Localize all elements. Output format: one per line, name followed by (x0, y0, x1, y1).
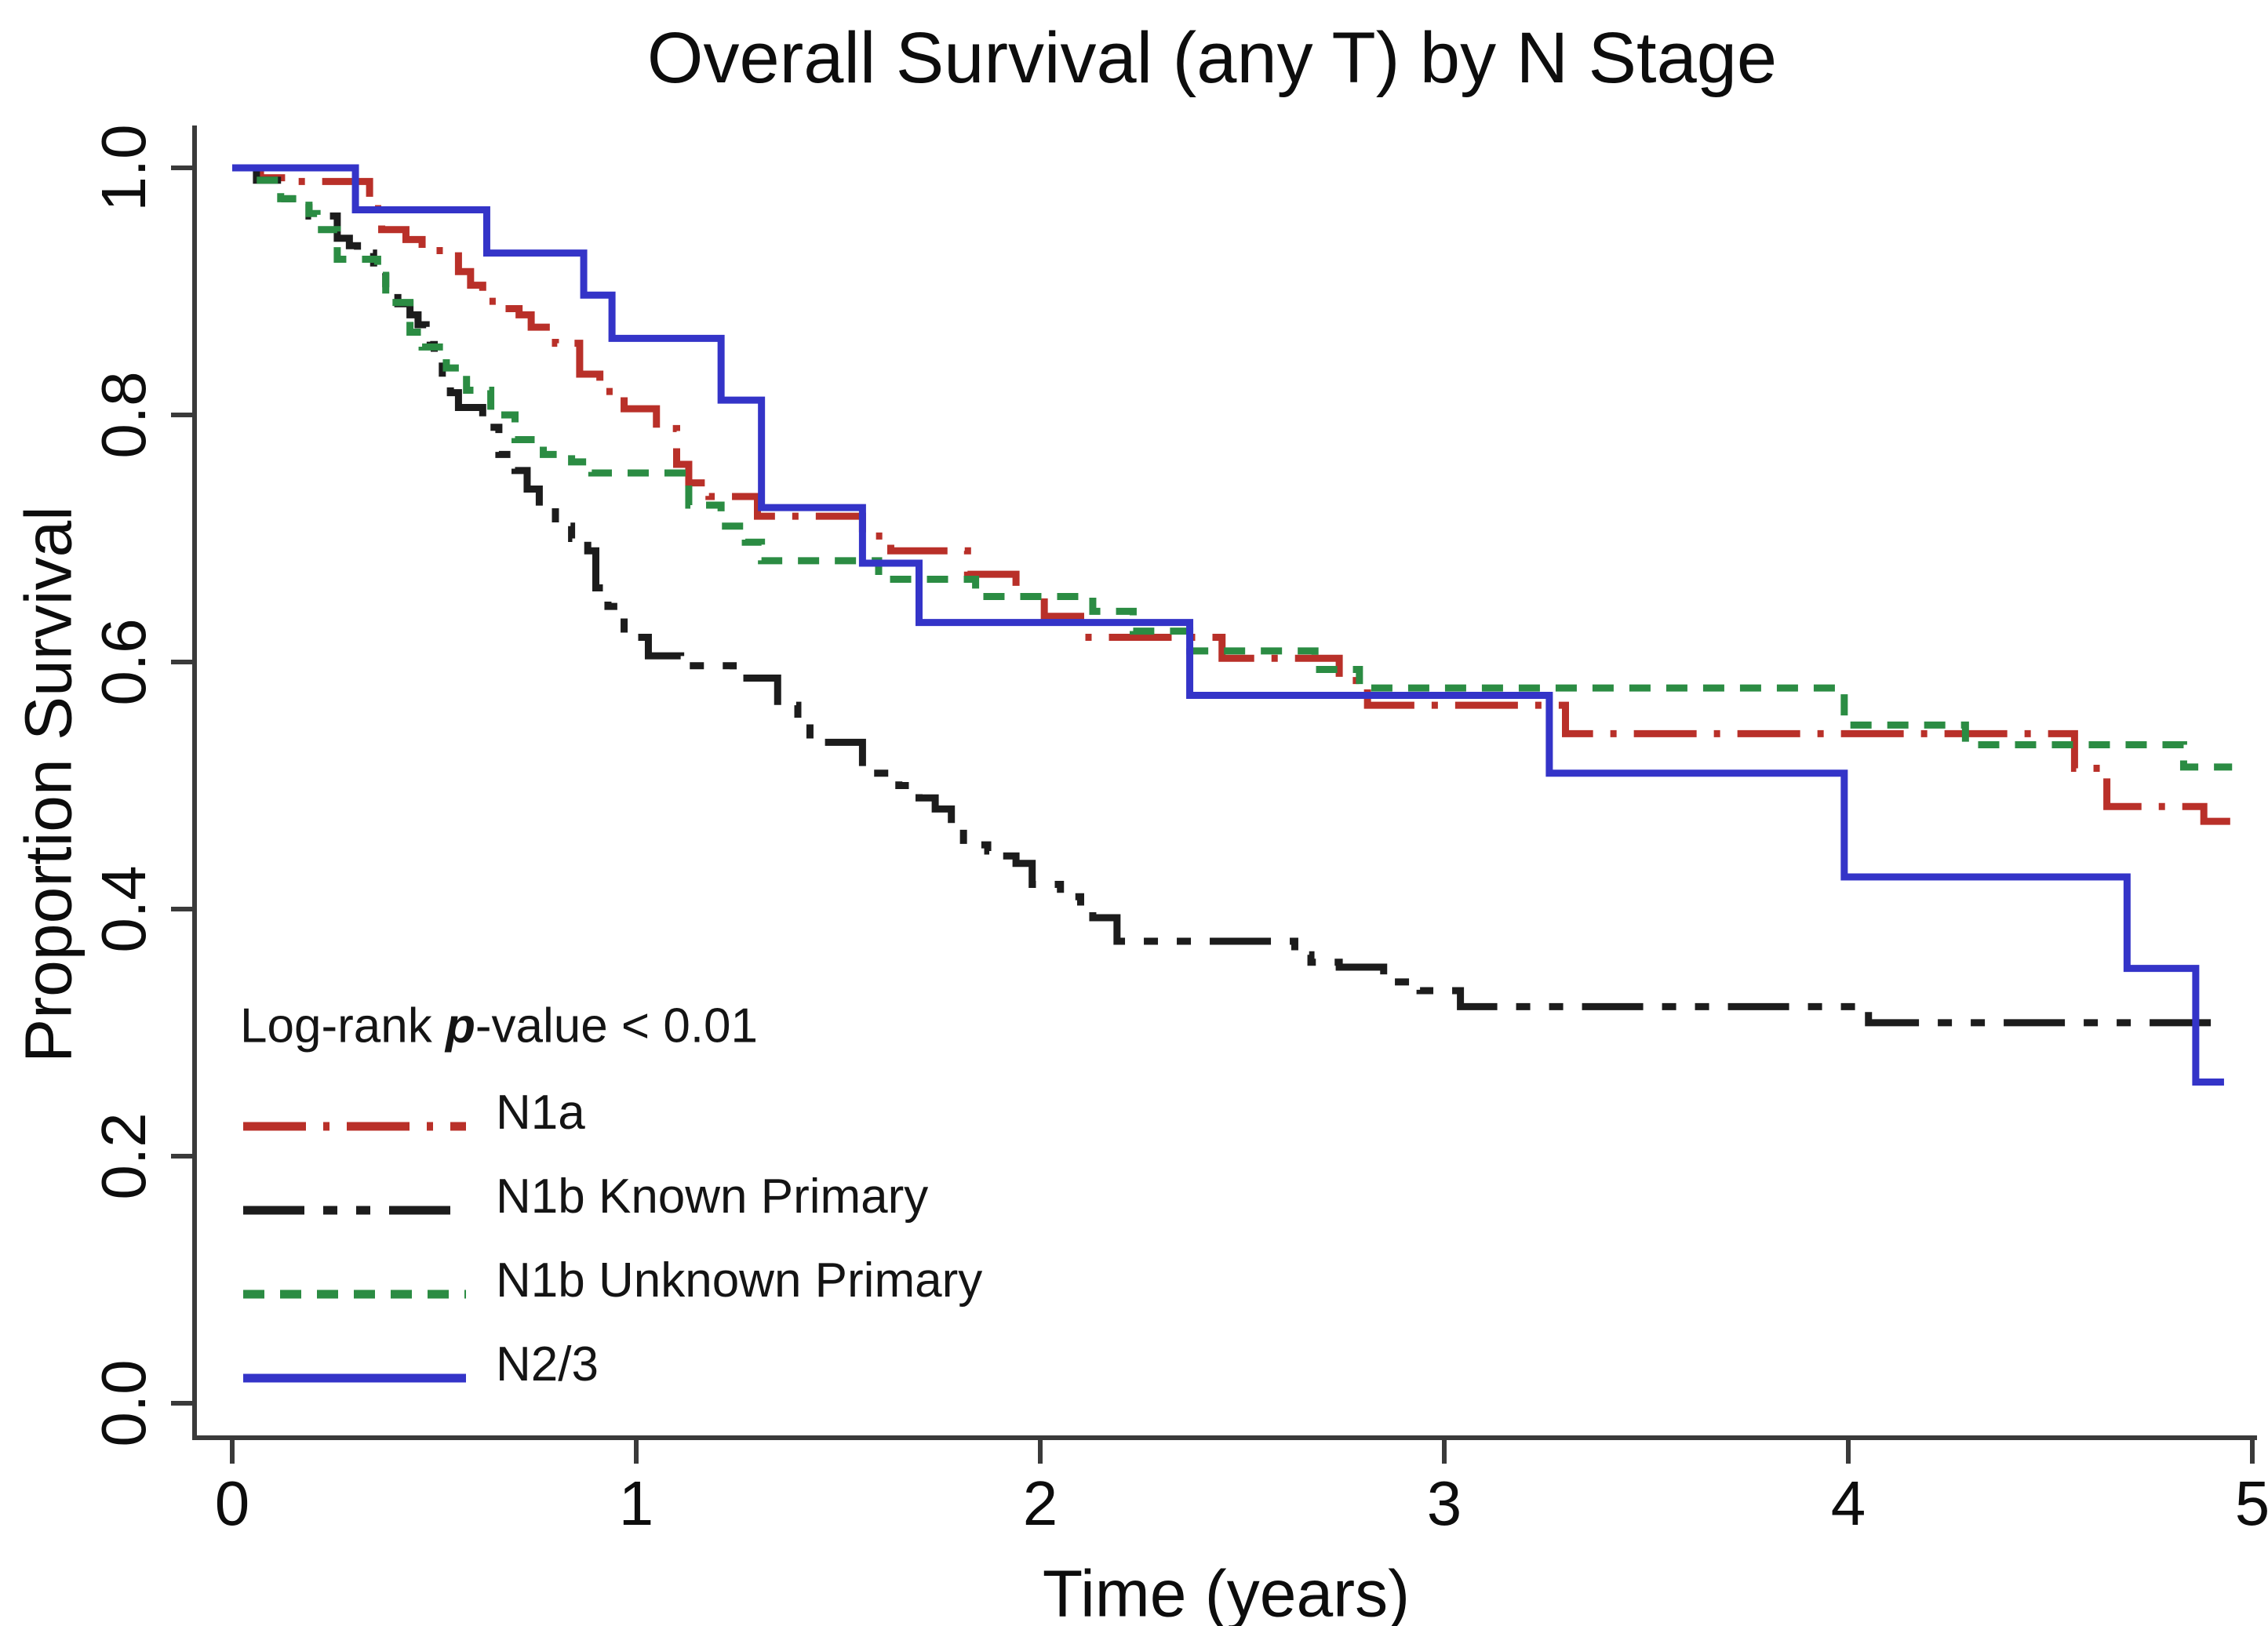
y-tick-label: 1.0 (89, 124, 158, 212)
chart-title: Overall Survival (any T) by N Stage (646, 18, 1778, 98)
km-curve-n1b-unknown-primary (232, 164, 2233, 771)
y-tick-label: 0.6 (89, 618, 158, 706)
legend-label-n2-3: N2/3 (496, 1337, 599, 1392)
log-rank-prefix: Log-rank (240, 999, 446, 1053)
km-curve-n1b-known-primary (232, 164, 2212, 1027)
legend-label-n1b-known: N1b Known Primary (496, 1169, 929, 1224)
x-tick-label: 4 (1830, 1468, 1866, 1538)
x-tick-label: 2 (1022, 1468, 1058, 1538)
log-rank-annotation: Log-rank p-value < 0.01 (240, 999, 758, 1054)
log-rank-suffix: -value < 0.01 (475, 999, 759, 1053)
legend-swatch-n1b-unknown (243, 1290, 466, 1299)
y-tick-label: 0.0 (89, 1359, 158, 1447)
x-tick-label: 3 (1426, 1468, 1462, 1538)
legend-swatch-n2-3 (243, 1373, 466, 1383)
legend-label-n1b-unknown: N1b Unknown Primary (496, 1253, 983, 1308)
y-tick-label: 0.2 (89, 1112, 158, 1200)
log-rank-p-symbol: p (445, 999, 475, 1053)
km-curve-n2-3 (232, 164, 2224, 1086)
legend-swatch-n1a (243, 1122, 466, 1131)
x-tick-label: 5 (2234, 1468, 2268, 1538)
x-axis-title: Time (years) (1042, 1556, 1411, 1626)
legend-label-n1a: N1a (496, 1086, 585, 1140)
y-tick-label: 0.4 (89, 865, 158, 953)
km-curve-n1a (232, 164, 2241, 825)
legend-swatch-n1b-known (243, 1206, 466, 1215)
x-tick-label: 0 (214, 1468, 250, 1538)
x-tick-label: 1 (618, 1468, 654, 1538)
y-tick-label: 0.8 (89, 371, 158, 459)
